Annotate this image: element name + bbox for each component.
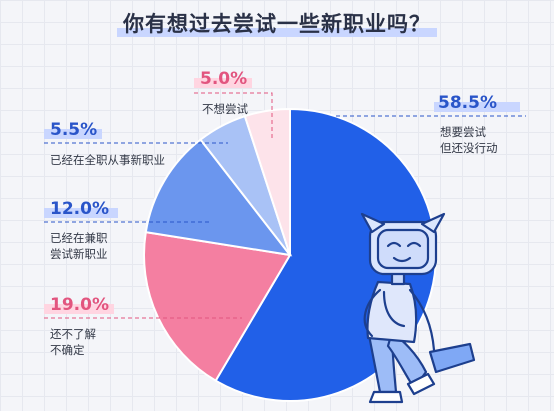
percent-highlight [434, 102, 520, 112]
percent-label: 58.5% [438, 93, 497, 113]
category-label: 想要尝试但还没行动 [440, 125, 498, 155]
percent-highlight [194, 78, 252, 88]
percent-label: 5.5% [50, 120, 97, 140]
percent-label: 5.0% [200, 69, 247, 89]
category-label: 不想尝试 [202, 102, 248, 116]
leader-line [194, 92, 273, 138]
chart-title: 你有想过去尝试一些新职业吗？ [117, 8, 437, 38]
pie-slice [243, 107, 291, 256]
pie-slice [143, 231, 292, 383]
category-label: 还不了解不确定 [50, 327, 96, 357]
category-label: 已经在全职从事新职业 [50, 153, 165, 167]
cartoon-character-sitting-icon [360, 212, 476, 404]
percent-label: 19.0% [50, 295, 109, 315]
percent-label: 12.0% [50, 199, 109, 219]
category-label: 已经在兼职尝试新职业 [50, 231, 108, 261]
percent-highlight [44, 129, 102, 139]
pie-labels: 58.5% 想要尝试但还没行动 19.0% 还不了解不确定 12.0% 已经在兼职尝试新职… [44, 69, 526, 357]
percent-highlight [44, 304, 114, 314]
percent-highlight [44, 208, 118, 218]
pie-slice [144, 138, 293, 257]
